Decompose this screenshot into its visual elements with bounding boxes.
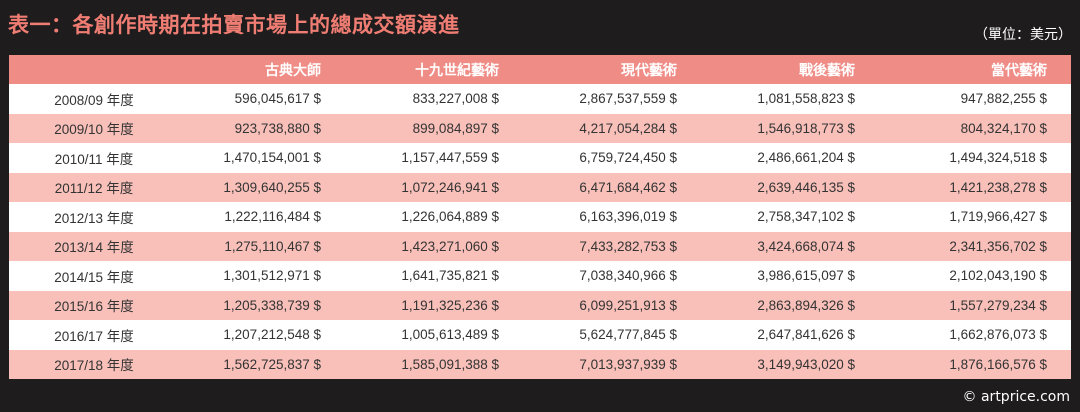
modern-art-cell: 7,433,282,753 $ bbox=[579, 238, 677, 254]
contemporary-cell: 2,341,356,702 $ bbox=[949, 238, 1047, 254]
data-table-container: 古典大師 十九世紀藝術 現代藝術 戰後藝術 當代藝術 2008/09 年度 596,045… bbox=[9, 55, 1071, 379]
header-modern-art: 現代藝術 bbox=[621, 62, 677, 79]
old-masters-cell: 1,222,116,484 $ bbox=[224, 209, 321, 225]
contemporary-cell: 804,324,170 $ bbox=[960, 120, 1047, 136]
year-cell: 2016/17 年度 bbox=[54, 328, 134, 344]
post-war-cell: 1,546,918,773 $ bbox=[757, 120, 855, 136]
table-row: 2011/12 年度 1,309,640,255 $ 1,072,246,941 $… bbox=[9, 172, 1071, 202]
table-row: 2017/18 年度 1,562,725,837 $ 1,585,091,388 $… bbox=[9, 349, 1071, 379]
year-cell: 2015/16 年度 bbox=[54, 299, 134, 315]
modern-art-cell: 6,099,251,913 $ bbox=[579, 297, 677, 313]
old-masters-cell: 1,562,725,837 $ bbox=[223, 356, 321, 372]
post-war-cell: 2,863,894,326 $ bbox=[757, 297, 855, 313]
table-row: 2009/10 年度 923,738,880 $ 899,084,897 $ 4,21… bbox=[9, 113, 1071, 143]
19th-century-cell: 1,005,613,489 $ bbox=[401, 327, 499, 343]
copyright-notice: © artprice.com bbox=[962, 389, 1070, 405]
header-old-masters: 古典大師 bbox=[265, 62, 321, 79]
post-war-cell: 2,639,446,135 $ bbox=[757, 179, 855, 195]
year-cell: 2008/09 年度 bbox=[54, 92, 134, 108]
19th-century-cell: 1,157,447,559 $ bbox=[401, 150, 499, 166]
table-row: 2012/13 年度 1,222,116,484 $ 1,226,064,889 $… bbox=[9, 202, 1071, 232]
19th-century-cell: 1,423,271,060 $ bbox=[401, 238, 499, 254]
modern-art-cell: 7,013,937,939 $ bbox=[579, 356, 677, 372]
header-19th-century: 十九世紀藝術 bbox=[415, 62, 499, 79]
year-cell: 2012/13 年度 bbox=[54, 210, 134, 226]
19th-century-cell: 1,641,735,821 $ bbox=[401, 268, 499, 284]
modern-art-cell: 2,867,537,559 $ bbox=[579, 91, 677, 107]
year-cell: 2010/11 年度 bbox=[54, 151, 134, 167]
old-masters-cell: 1,207,212,548 $ bbox=[223, 327, 321, 343]
header-year bbox=[9, 55, 185, 84]
post-war-cell: 1,081,558,823 $ bbox=[757, 91, 855, 107]
contemporary-cell: 1,557,279,234 $ bbox=[949, 297, 1047, 313]
year-cell: 2013/14 年度 bbox=[54, 240, 134, 256]
old-masters-cell: 923,738,880 $ bbox=[234, 120, 321, 136]
contemporary-cell: 1,719,966,427 $ bbox=[949, 209, 1047, 225]
modern-art-cell: 6,163,396,019 $ bbox=[579, 209, 677, 225]
contemporary-cell: 1,662,876,073 $ bbox=[949, 327, 1047, 343]
modern-art-cell: 6,471,684,462 $ bbox=[579, 179, 677, 195]
old-masters-cell: 596,045,617 $ bbox=[234, 91, 321, 107]
modern-art-cell: 6,759,724,450 $ bbox=[579, 150, 677, 166]
table-body: 2008/09 年度 596,045,617 $ 833,227,008 $ 2,86… bbox=[9, 84, 1071, 379]
table-row: 2013/14 年度 1,275,110,467 $ 1,423,271,060 $… bbox=[9, 231, 1071, 261]
post-war-cell: 3,986,615,097 $ bbox=[757, 268, 855, 284]
old-masters-cell: 1,301,512,971 $ bbox=[223, 268, 321, 284]
header-post-war: 戰後藝術 bbox=[799, 62, 855, 79]
post-war-cell: 2,486,661,204 $ bbox=[757, 150, 855, 166]
old-masters-cell: 1,309,640,255 $ bbox=[223, 179, 321, 195]
19th-century-cell: 1,191,325,236 $ bbox=[401, 297, 499, 313]
unit-label: （單位：美元） bbox=[974, 27, 1072, 43]
table-row: 2010/11 年度 1,470,154,001 $ 1,157,447,559 $… bbox=[9, 143, 1071, 173]
post-war-cell: 3,424,668,074 $ bbox=[757, 238, 855, 254]
19th-century-cell: 899,084,897 $ bbox=[412, 120, 499, 136]
contemporary-cell: 1,421,238,278 $ bbox=[949, 179, 1047, 195]
modern-art-cell: 5,624,777,845 $ bbox=[579, 327, 677, 343]
post-war-cell: 2,647,841,626 $ bbox=[757, 327, 855, 343]
year-cell: 2014/15 年度 bbox=[54, 269, 134, 285]
old-masters-cell: 1,275,110,467 $ bbox=[224, 238, 321, 254]
table-row: 2008/09 年度 596,045,617 $ 833,227,008 $ 2,86… bbox=[9, 84, 1071, 114]
modern-art-cell: 4,217,054,284 $ bbox=[579, 120, 677, 136]
19th-century-cell: 833,227,008 $ bbox=[412, 91, 499, 107]
table-header-row: 古典大師 十九世紀藝術 現代藝術 戰後藝術 當代藝術 bbox=[9, 55, 1071, 84]
old-masters-cell: 1,470,154,001 $ bbox=[223, 150, 321, 166]
19th-century-cell: 1,072,246,941 $ bbox=[401, 179, 499, 195]
19th-century-cell: 1,226,064,889 $ bbox=[401, 209, 499, 225]
table-row: 2015/16 年度 1,205,338,739 $ 1,191,325,236 $… bbox=[9, 290, 1071, 320]
table-row: 2016/17 年度 1,207,212,548 $ 1,005,613,489 $… bbox=[9, 320, 1071, 350]
year-cell: 2009/10 年度 bbox=[54, 122, 134, 138]
year-cell: 2017/18 年度 bbox=[54, 358, 134, 374]
post-war-cell: 3,149,943,020 $ bbox=[757, 356, 855, 372]
19th-century-cell: 1,585,091,388 $ bbox=[401, 356, 499, 372]
header-contemporary: 當代藝術 bbox=[991, 62, 1047, 79]
data-table: 古典大師 十九世紀藝術 現代藝術 戰後藝術 當代藝術 2008/09 年度 596,045… bbox=[9, 55, 1071, 379]
table-title: 表一：各創作時期在拍賣市場上的總成交額演進 bbox=[8, 13, 460, 37]
modern-art-cell: 7,038,340,966 $ bbox=[579, 268, 677, 284]
old-masters-cell: 1,205,338,739 $ bbox=[223, 297, 321, 313]
table-row: 2014/15 年度 1,301,512,971 $ 1,641,735,821 $… bbox=[9, 261, 1071, 291]
post-war-cell: 2,758,347,102 $ bbox=[757, 209, 855, 225]
contemporary-cell: 947,882,255 $ bbox=[960, 91, 1047, 107]
contemporary-cell: 2,102,043,190 $ bbox=[949, 268, 1047, 284]
year-cell: 2011/12 年度 bbox=[54, 181, 134, 197]
contemporary-cell: 1,494,324,518 $ bbox=[949, 150, 1047, 166]
contemporary-cell: 1,876,166,576 $ bbox=[949, 356, 1047, 372]
